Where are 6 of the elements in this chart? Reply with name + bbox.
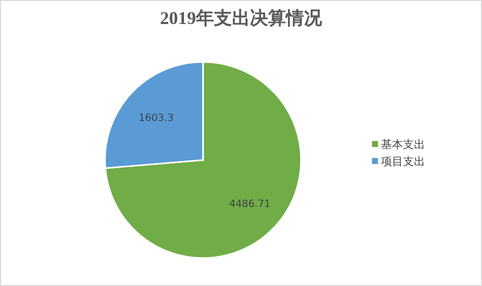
- data-label: 4486.71: [229, 199, 271, 210]
- chart-title: 2019年支出决算情况: [160, 8, 323, 28]
- data-label: 1603.3: [138, 112, 174, 124]
- legend-label: 基本支出: [381, 138, 425, 151]
- pie-slice: [104, 61, 302, 259]
- legend-label: 项目支出: [381, 155, 425, 168]
